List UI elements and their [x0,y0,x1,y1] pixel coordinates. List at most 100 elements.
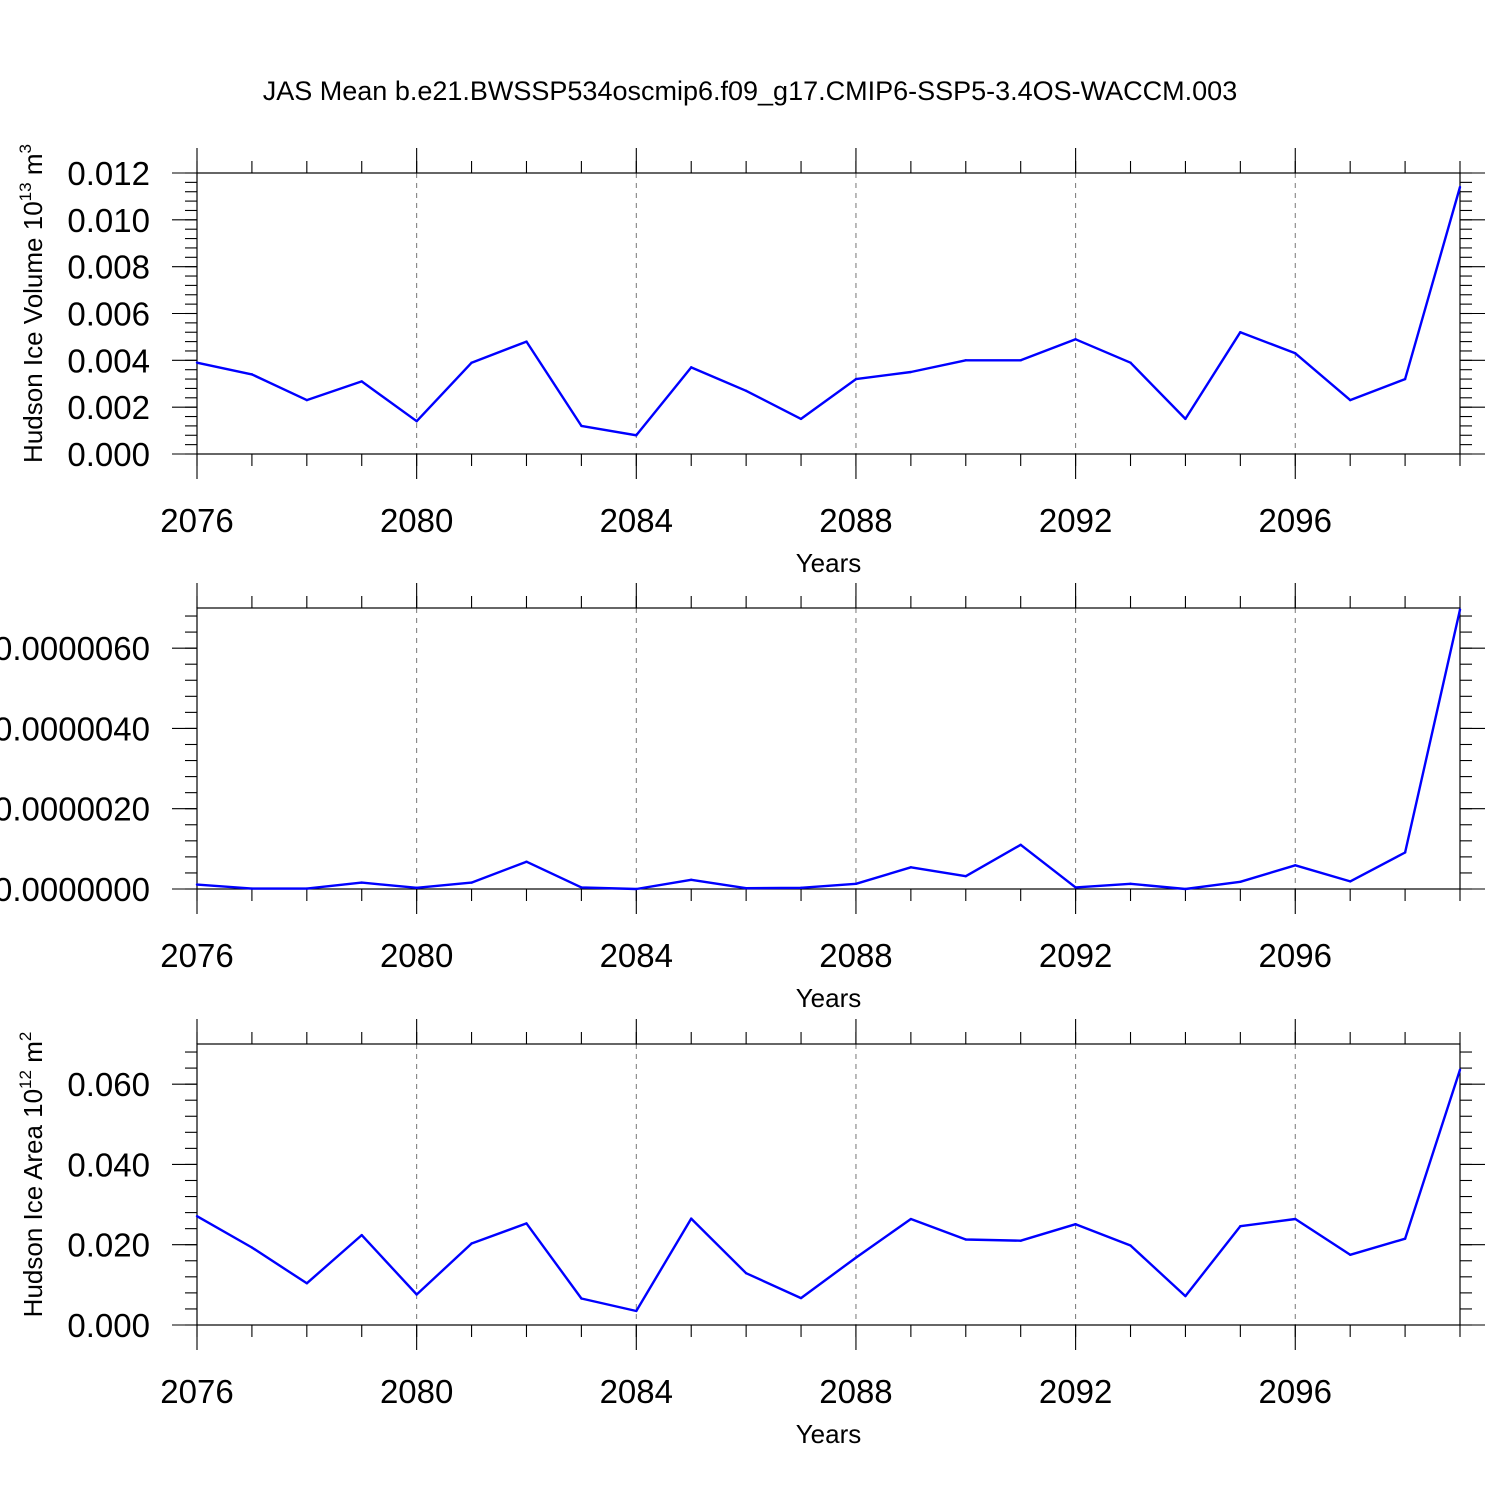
data-point [854,1256,858,1259]
x-tick-label: 2096 [1259,937,1332,974]
data-point [195,883,199,886]
y-tick-label: 0.060 [67,1066,150,1103]
data-point [580,424,583,428]
data-point [1294,352,1297,355]
data-point [909,1217,913,1221]
data-point [1184,417,1187,421]
y-axis-label: Hudson Ice Volume 1013 m3 [16,144,48,463]
data-point [744,886,748,890]
x-axis-label: Years [796,548,862,578]
data-point [690,878,693,881]
data-point [1129,882,1132,885]
y-tick-label: 0.000 [67,436,150,473]
data-point [580,1297,583,1300]
data-point [1129,361,1132,364]
data-point [1184,887,1187,891]
data-point [799,417,803,421]
data-point [580,886,583,889]
y-tick-label: 0.006 [67,296,150,333]
data-point [1019,359,1022,362]
data-point [250,373,254,376]
x-axis-label: Years [796,983,862,1013]
series-line [196,609,1462,891]
panel-1: 2076 2080 2084 2088 2092 2096 0.000 0.002 0.004 0… [16,144,1485,578]
x-tick-label: 2092 [1039,502,1112,539]
data-point [635,1309,638,1313]
x-tick-label: 2076 [160,937,233,974]
y-tick-label: 0.010 [67,202,150,239]
x-tick-label: 2080 [380,937,453,974]
data-point [250,1246,254,1249]
data-point [525,860,528,863]
y-tick-label: 0.000 [67,1307,150,1344]
data-point [799,1296,803,1300]
x-tick-label: 2080 [380,1373,453,1410]
data-point [854,377,858,381]
series-line [196,1069,1462,1313]
data-point [1458,608,1462,611]
x-tick-label: 2084 [600,502,673,539]
data-point [415,1293,418,1296]
plot-frame [196,607,1461,890]
data-point [1239,1225,1242,1228]
x-tick-label: 2092 [1039,1373,1112,1410]
x-tick-label: 2088 [819,502,892,539]
data-point [360,881,363,884]
data-point [305,1282,309,1285]
plot-frame [196,1043,1461,1326]
panel-3: 2076 2080 2084 2088 2092 2096 0.000 0.020 0.040 0… [16,1019,1485,1449]
x-tick-label: 2076 [160,502,233,539]
data-point [1239,331,1242,334]
x-tick-label: 2092 [1039,937,1112,974]
data-point [1403,1237,1407,1240]
x-tick-label: 2084 [600,937,673,974]
data-point [1074,338,1077,341]
data-point [1458,185,1462,189]
chart-title: JAS Mean b.e21.BWSSP534oscmip6.f09_g17.C… [263,76,1237,106]
y-tick-label: 0.012 [67,155,150,192]
y-tick-label: 0.020 [67,1227,150,1264]
x-tick-label: 2076 [160,1373,233,1410]
data-point [1019,843,1022,847]
data-point [305,398,309,402]
data-point [360,380,363,383]
data-point [525,1222,528,1225]
data-point [799,886,803,889]
data-point [1348,398,1352,402]
y-tick-label: 0.0000000 [0,871,150,908]
data-point [964,874,967,878]
data-point [909,370,913,374]
data-point [1184,1294,1187,1298]
data-point [635,434,638,437]
data-point [415,886,418,889]
data-point [1403,851,1407,854]
data-point [690,366,693,369]
x-axis-label: Years [796,1419,862,1449]
y-tick-label: 0.040 [67,1146,150,1183]
y-tick-label: 0.004 [67,342,150,379]
plot-frame [196,172,1461,455]
data-point [1294,864,1297,867]
y-tick-label: 0.0000040 [0,710,150,747]
data-point [744,1272,748,1275]
panel-2: 2076 2080 2084 2088 2092 2096 0.0000000 0.00000… [0,583,1485,1013]
data-point [305,887,309,890]
data-point [964,359,967,362]
y-tick-label: 0.002 [67,389,150,426]
x-tick-label: 2096 [1259,1373,1332,1410]
data-point [854,882,858,885]
data-point [470,881,473,884]
data-point [525,340,528,343]
data-point [1129,1244,1132,1247]
x-tick-label: 2088 [819,937,892,974]
data-point [1074,886,1077,889]
data-point [1074,1223,1077,1226]
data-point [744,389,748,392]
data-point [1294,1217,1297,1221]
data-point [1239,880,1242,883]
data-point [1019,1239,1022,1242]
y-axis-label: Hudson Ice Area 1012 m2 [16,1032,48,1318]
data-point [470,361,473,364]
x-tick-label: 2080 [380,502,453,539]
